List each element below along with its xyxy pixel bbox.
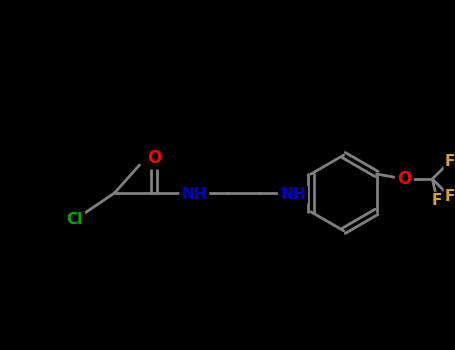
Text: F: F <box>445 154 455 169</box>
Text: F: F <box>445 189 455 204</box>
Text: O: O <box>397 170 411 188</box>
Text: O: O <box>147 149 162 167</box>
Text: Cl: Cl <box>66 212 83 228</box>
Text: NH: NH <box>182 188 207 202</box>
Text: NH: NH <box>280 188 306 202</box>
Text: F: F <box>432 194 442 208</box>
